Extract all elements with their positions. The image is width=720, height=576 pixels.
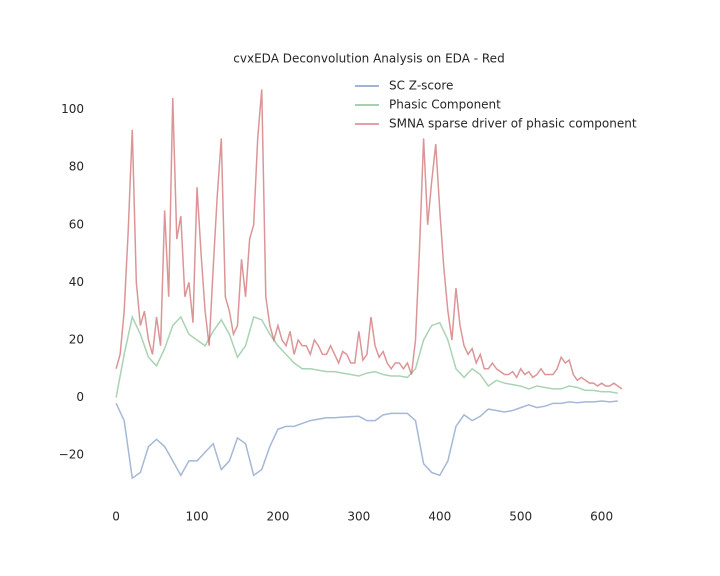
series-line: [115, 400, 618, 480]
series-line: [115, 89, 623, 390]
legend-label: SMNA sparse driver of phasic component: [389, 117, 637, 131]
y-tick-label: 20: [69, 332, 84, 346]
y-tick-label: 80: [69, 160, 84, 174]
y-tick-label: 60: [69, 217, 84, 231]
x-tick-label: 200: [266, 510, 289, 524]
y-tick-label: 0: [76, 390, 84, 404]
y-tick-label: −20: [59, 448, 84, 462]
x-tick-label: 100: [186, 510, 209, 524]
legend-label: SC Z-score: [389, 79, 453, 93]
x-tick-label: 400: [428, 510, 451, 524]
y-tick-label: 40: [69, 275, 84, 289]
x-tick-label: 600: [590, 510, 613, 524]
legend-label: Phasic Component: [389, 98, 501, 112]
y-tick-label: 100: [61, 102, 84, 116]
chart-title: cvxEDA Deconvolution Analysis on EDA - R…: [233, 52, 504, 66]
x-tick-label: 300: [347, 510, 370, 524]
x-tick-label: 0: [112, 510, 120, 524]
x-tick-label: 500: [509, 510, 532, 524]
series-line: [115, 314, 618, 398]
